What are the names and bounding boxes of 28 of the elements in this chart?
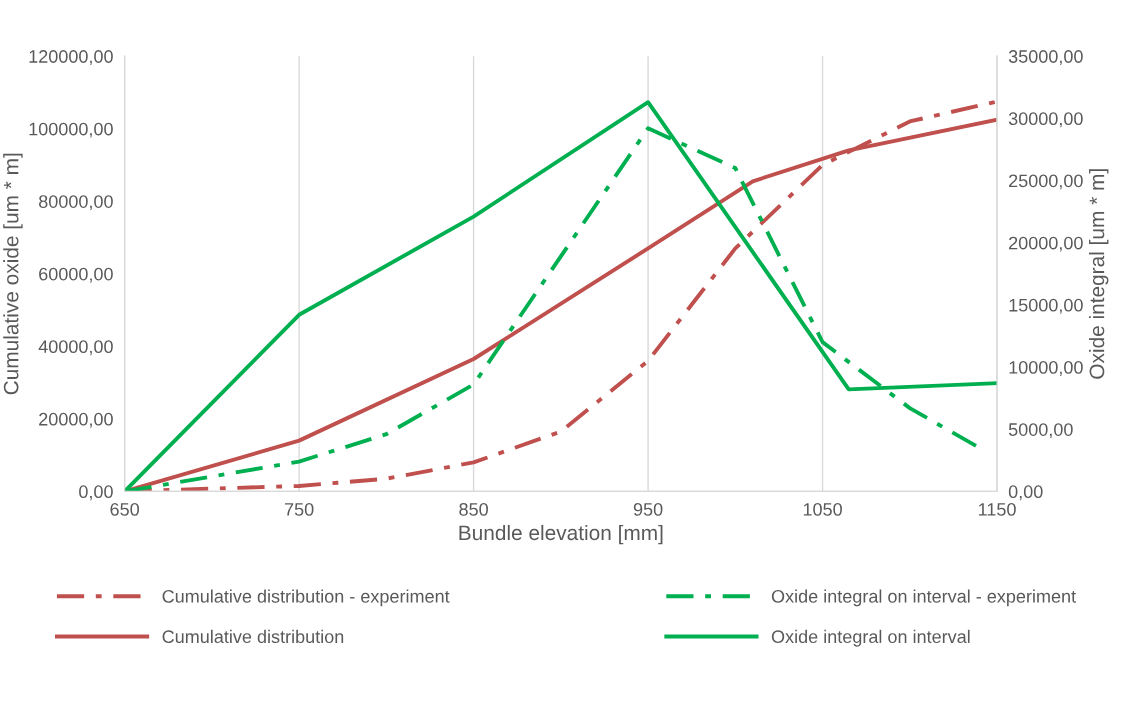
y-tick-label: 20000,00 <box>39 412 113 428</box>
y2-tick-label: 25000,00 <box>1009 174 1083 190</box>
y2-tick-label: 5000,00 <box>1008 423 1073 439</box>
y-tick-label: 120000,00 <box>29 50 113 66</box>
y-tick-label: 0,00 <box>79 485 113 501</box>
y-axis-title: Cumulative oxide [um * m] <box>3 153 23 395</box>
legend-label: Cumulative distribution <box>162 629 344 644</box>
y2-tick-label: 15000,00 <box>1009 298 1083 314</box>
y2-tick-label: 0,00 <box>1008 485 1043 501</box>
legend-label: Oxide integral on interval - experiment <box>771 589 1076 607</box>
y2-axis-title: Oxide integral [um * m] <box>1089 169 1109 379</box>
y-tick-label: 60000,00 <box>39 267 113 283</box>
x-tick-label: 850 <box>459 502 488 516</box>
y2-tick-label: 10000,00 <box>1009 360 1083 376</box>
x-tick-label: 1050 <box>803 502 842 516</box>
x-axis-title: Bundle elevation [mm] <box>459 524 663 545</box>
y-tick-label: 80000,00 <box>39 195 113 211</box>
y2-tick-label: 35000,00 <box>1008 50 1083 66</box>
y-tick-label: 100000,00 <box>29 122 113 138</box>
x-tick-label: 650 <box>110 502 139 516</box>
legend-label: Cumulative distribution - experiment <box>162 589 450 607</box>
y2-tick-label: 20000,00 <box>1009 236 1083 252</box>
x-tick-label: 950 <box>633 502 663 516</box>
y-tick-label: 40000,00 <box>38 340 113 356</box>
y2-tick-label: 30000,00 <box>1008 112 1083 128</box>
x-tick-label: 750 <box>284 502 314 516</box>
x-tick-label: 1150 <box>979 502 1016 516</box>
legend-label: Oxide integral on interval <box>771 629 970 647</box>
